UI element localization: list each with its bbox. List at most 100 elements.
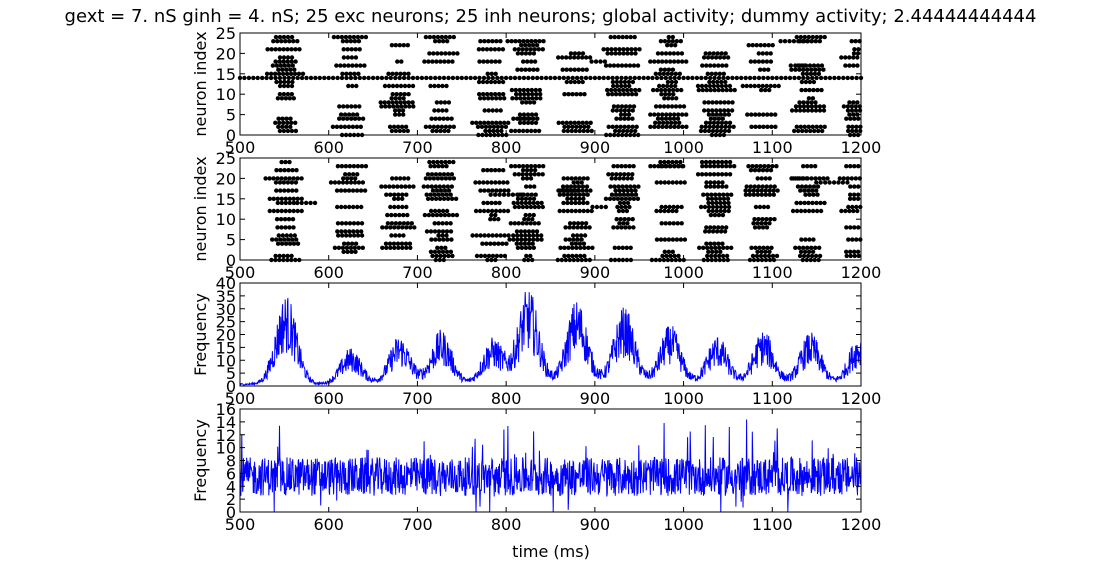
raster-dot: [690, 75, 695, 81]
raster-dot: [279, 208, 284, 214]
raster-dot: [429, 172, 435, 177]
raster-dot: [289, 180, 295, 185]
raster-dot: [813, 67, 818, 72]
raster-dot: [669, 83, 674, 89]
x-tick-label: 500: [225, 389, 256, 408]
raster-dot: [629, 51, 634, 56]
raster-dot: [723, 51, 728, 56]
raster-dot: [704, 164, 709, 169]
raster-dot: [275, 196, 280, 201]
raster-dot: [441, 196, 447, 201]
raster-dot: [629, 92, 635, 97]
raster-dot: [592, 75, 598, 81]
raster-dot: [727, 172, 733, 177]
raster-dot: [716, 75, 722, 81]
raster-dot: [338, 124, 344, 129]
raster-dot: [704, 87, 709, 93]
raster-dot: [699, 172, 705, 177]
raster-dot: [308, 75, 314, 81]
raster-dot: [729, 192, 734, 197]
raster-dot: [404, 192, 409, 197]
raster-dot: [277, 253, 282, 259]
raster-dot: [569, 208, 574, 214]
raster-dot: [709, 245, 714, 250]
raster-dot: [724, 253, 730, 259]
raster-dot: [564, 55, 569, 60]
raster-dot: [839, 55, 844, 60]
raster-dot: [421, 184, 426, 189]
raster-dot: [520, 168, 526, 173]
raster-dot: [757, 204, 763, 210]
raster-dot: [663, 164, 668, 169]
axes-frame: [239, 408, 862, 513]
raster-dot: [725, 245, 730, 250]
raster-dot: [648, 112, 653, 117]
raster-dot: [705, 253, 710, 259]
raster-dot: [505, 180, 510, 185]
raster-dot: [353, 47, 358, 52]
raster-dot: [287, 200, 292, 206]
raster-dot: [387, 241, 393, 246]
raster-dot: [280, 116, 285, 121]
raster-dot: [448, 249, 454, 254]
raster-dot: [708, 180, 713, 185]
raster-dot: [566, 253, 571, 259]
raster-dot: [588, 75, 593, 81]
raster-dot: [344, 75, 349, 81]
raster-dot: [280, 124, 285, 129]
raster-dot: [343, 221, 349, 226]
raster-dot: [450, 75, 456, 81]
raster-dot: [274, 79, 279, 85]
raster-dot: [668, 253, 673, 259]
raster-dot: [711, 124, 716, 129]
raster-dot: [528, 168, 534, 173]
raster-dot: [451, 159, 456, 165]
raster-dot: [718, 128, 724, 134]
raster-dot: [797, 108, 803, 113]
raster-dot: [393, 233, 398, 238]
raster-dot: [673, 43, 678, 48]
raster-dot: [580, 184, 586, 189]
raster-dot: [627, 225, 632, 230]
raster-dot: [353, 241, 359, 246]
raster-dot: [516, 172, 521, 177]
raster-dot: [359, 204, 364, 210]
raster-dot: [671, 204, 676, 210]
raster-dot: [496, 241, 501, 246]
raster-dot: [360, 245, 365, 250]
raster-dot: [355, 221, 361, 226]
raster-dot: [659, 221, 664, 226]
raster-dot: [522, 229, 528, 234]
raster-dot: [386, 71, 391, 77]
raster-dot: [582, 245, 587, 250]
raster-dot: [680, 124, 685, 129]
raster-dot: [849, 176, 854, 181]
raster-dot: [511, 237, 516, 242]
raster-dot: [483, 124, 489, 129]
raster-dot: [805, 245, 810, 250]
raster-dot: [482, 120, 487, 126]
raster-dot: [725, 55, 731, 60]
raster-dot: [674, 180, 679, 185]
x-tick-label: 1200: [841, 138, 882, 157]
raster-dot: [718, 249, 723, 254]
raster-dot: [431, 176, 437, 181]
raster-dot: [801, 245, 806, 250]
raster-dot: [398, 71, 403, 77]
raster-dot: [749, 112, 754, 117]
raster-dot: [356, 180, 362, 185]
raster-dot: [807, 184, 813, 189]
y-tick-label: 16: [216, 400, 236, 419]
raster-dot: [633, 92, 639, 97]
raster-dot: [512, 221, 517, 226]
raster-dot: [706, 204, 712, 210]
raster-dot: [669, 79, 675, 85]
raster-dot: [667, 92, 672, 97]
raster-dot: [283, 39, 288, 44]
raster-dot: [388, 75, 393, 81]
raster-dot: [342, 124, 348, 129]
raster-dot: [277, 128, 283, 134]
raster-dot: [630, 124, 635, 129]
raster-dot: [580, 51, 586, 56]
raster-dot: [694, 75, 700, 81]
